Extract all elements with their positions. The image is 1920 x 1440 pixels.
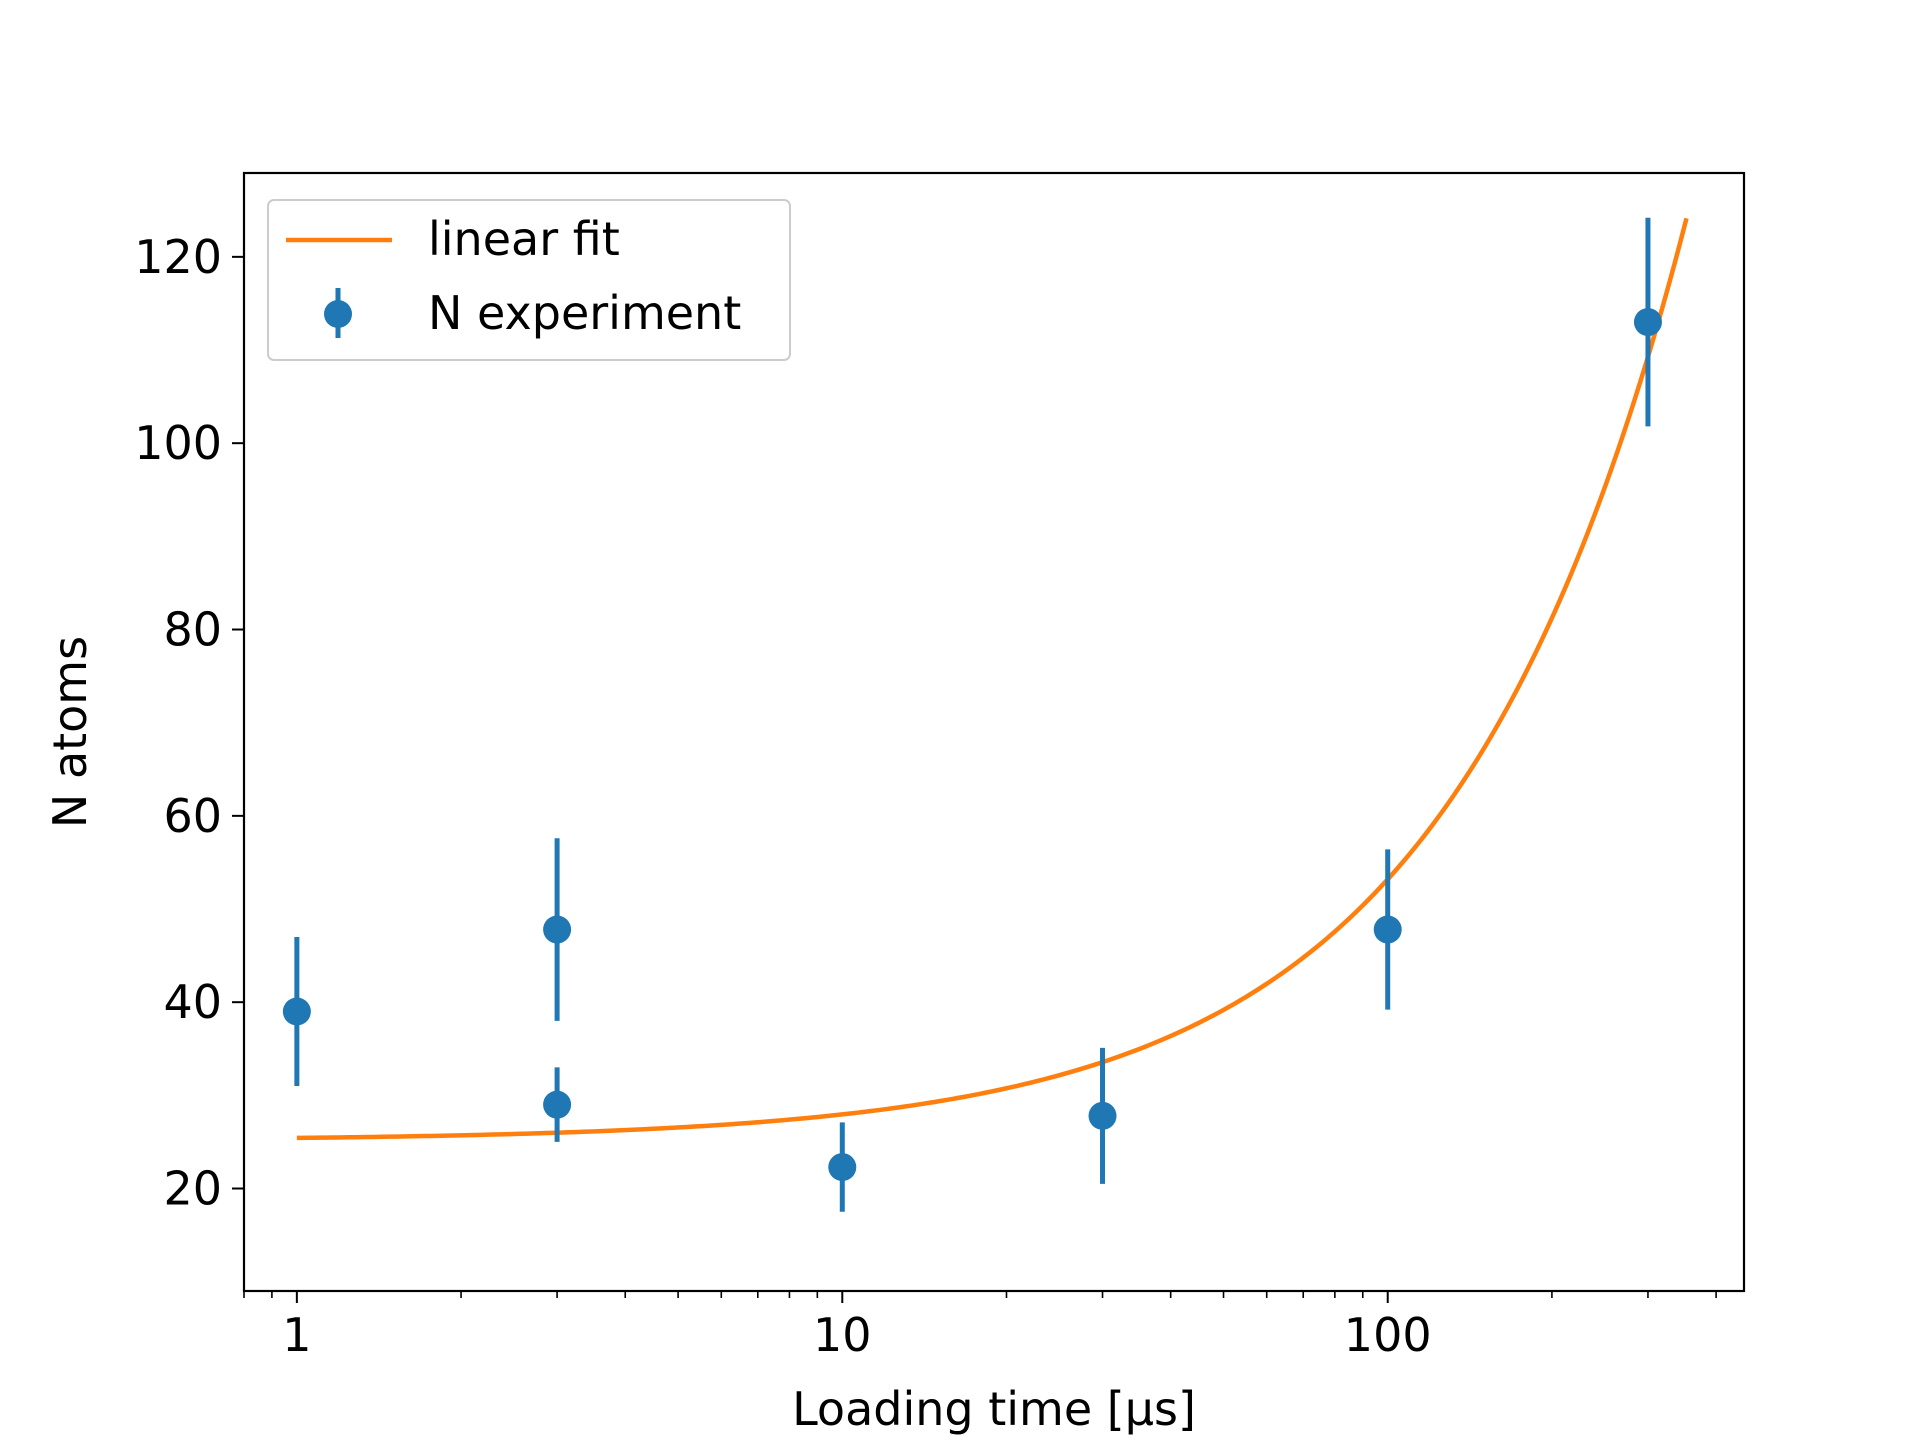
- x-tick-label: 1: [282, 1308, 311, 1362]
- y-tick-label: 120: [134, 230, 222, 284]
- y-tick-label: 40: [163, 975, 222, 1029]
- data-marker: [283, 998, 311, 1026]
- y-axis-ticks: 20 40 60 80 100 120: [134, 230, 244, 1216]
- y-tick-label: 20: [163, 1162, 222, 1216]
- x-axis-ticks: 1 10 100: [244, 1291, 1716, 1362]
- y-tick-label: 100: [134, 416, 222, 470]
- data-marker: [1374, 916, 1402, 944]
- x-tick-label: 100: [1344, 1308, 1432, 1362]
- x-axis-label: Loading time [μs]: [792, 1382, 1196, 1436]
- x-tick-label: 10: [813, 1308, 872, 1362]
- data-marker: [1089, 1102, 1117, 1130]
- legend: linear fit N experiment: [268, 200, 790, 360]
- data-marker: [828, 1153, 856, 1181]
- legend-experiment-label: N experiment: [428, 286, 741, 340]
- legend-fit-label: linear fit: [428, 212, 620, 266]
- data-marker: [543, 916, 571, 944]
- data-marker: [1634, 308, 1662, 336]
- data-marker: [543, 1091, 571, 1119]
- y-tick-label: 60: [163, 789, 222, 843]
- y-tick-label: 80: [163, 603, 222, 657]
- y-axis-label: N atoms: [43, 636, 97, 828]
- legend-experiment-marker: [324, 300, 352, 328]
